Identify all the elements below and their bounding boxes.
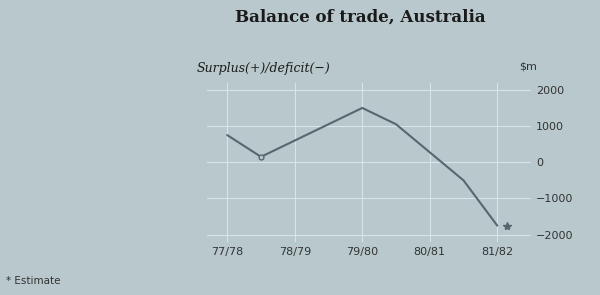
Text: Surplus(+)/deficit(−): Surplus(+)/deficit(−) [197, 62, 331, 75]
Text: $m: $m [519, 62, 537, 72]
Text: * Estimate: * Estimate [6, 276, 61, 286]
Text: Balance of trade, Australia: Balance of trade, Australia [235, 9, 485, 26]
